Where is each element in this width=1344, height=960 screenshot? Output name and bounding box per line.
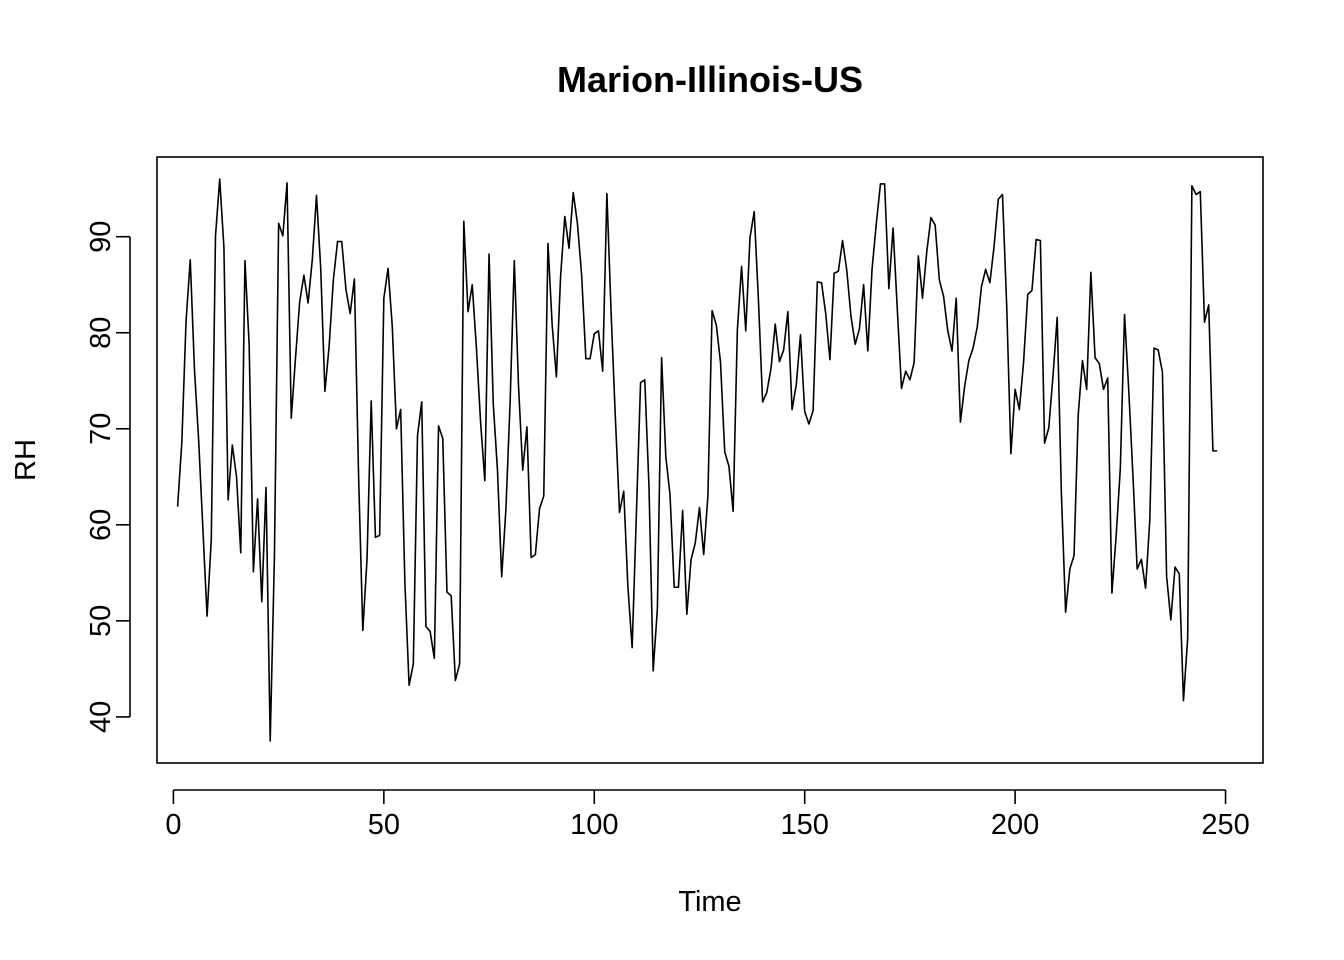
y-axis: 40 50 60 70 80 90 xyxy=(85,221,131,733)
series-line-rh xyxy=(176,178,1218,742)
chart-title: Marion-Illinois-US xyxy=(557,59,863,100)
y-tick-label: 70 xyxy=(85,413,117,445)
plot-frame xyxy=(156,156,1264,764)
x-tick-label: 50 xyxy=(368,809,400,841)
x-tick-label: 200 xyxy=(991,809,1039,841)
y-tick-label: 80 xyxy=(85,317,117,349)
x-tick-label: 100 xyxy=(570,809,618,841)
y-axis-label: RH xyxy=(10,439,42,481)
x-tick-label: 250 xyxy=(1201,809,1249,841)
y-tick-label: 60 xyxy=(85,509,117,541)
y-tick-label: 50 xyxy=(85,605,117,637)
y-tick-label: 90 xyxy=(85,221,117,253)
y-tick-label: 40 xyxy=(85,701,117,733)
data-points xyxy=(177,178,1218,741)
x-axis-label: Time xyxy=(678,886,741,918)
x-tick-label: 0 xyxy=(165,809,181,841)
x-axis: 0 50 100 150 200 250 xyxy=(165,789,1250,841)
x-tick-label: 150 xyxy=(780,809,828,841)
